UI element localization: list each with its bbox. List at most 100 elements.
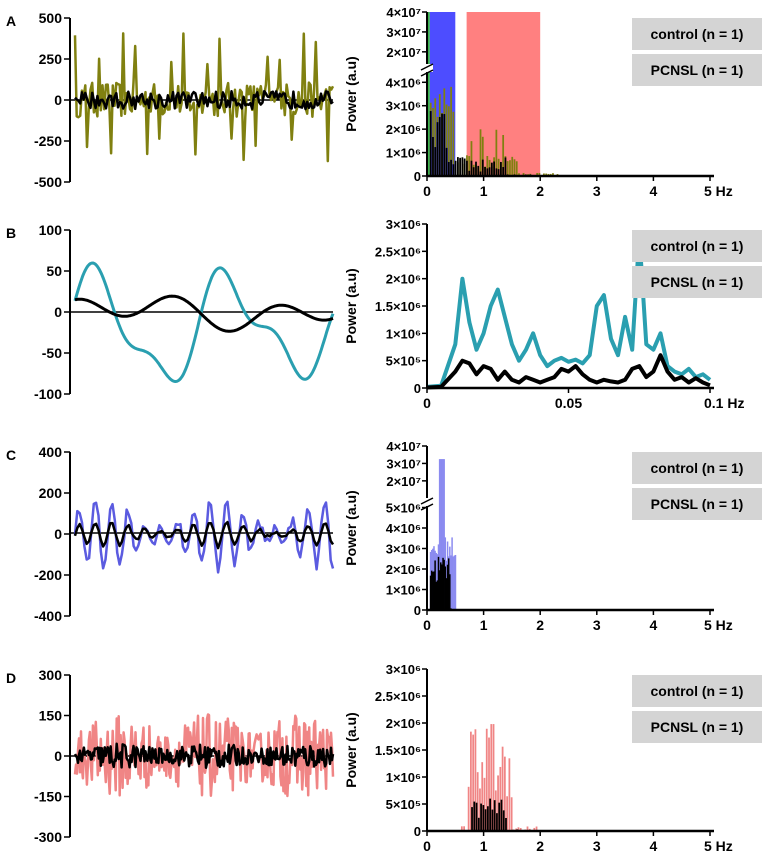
- spectrum-bar-control: [505, 817, 507, 831]
- spectrum-ytick-label: 2×10⁶: [386, 562, 421, 577]
- axis-break-mark: [420, 497, 434, 505]
- spectrum-bar-control: [493, 161, 495, 176]
- signal-ytick-label: -100: [34, 386, 62, 402]
- spectrum-bar-control: [484, 166, 486, 176]
- spectrum-bar-pcnsl: [497, 775, 499, 831]
- spectrum-bar-pcnsl: [492, 724, 495, 831]
- spectrum-bar-control: [484, 809, 487, 831]
- spectrum-bar-pcnsl: [503, 756, 506, 831]
- spectrum-xtick-label: 2: [536, 183, 544, 199]
- spectrum-bar-control: [452, 164, 455, 176]
- spectrum-bar-pcnsl: [508, 758, 511, 831]
- signal-axes: 500 250 0 -250 -500: [34, 10, 335, 190]
- spectrum-xtick-label: 5 Hz: [704, 617, 733, 633]
- spectrum-xtick-label: 5 Hz: [704, 183, 733, 199]
- signal-ytick-label: 150: [39, 708, 63, 724]
- signal-control-line: [73, 742, 335, 769]
- axis-break-mark: [420, 63, 434, 71]
- spectrum-xtick-label: 5 Hz: [704, 838, 733, 854]
- spectrum-bar-control: [443, 114, 446, 176]
- signal-ytick-label: 500: [39, 10, 63, 26]
- spectrum-ytick-label: 0: [414, 824, 421, 839]
- spectrum-bar-pcnsl: [454, 554, 457, 610]
- spectrum-bar-pcnsl: [442, 459, 444, 610]
- spectrum-bar-control: [493, 800, 496, 831]
- spectrum-ytick-label: 5×10⁵: [386, 354, 421, 369]
- spectrum-bar-pcnsl: [450, 555, 452, 610]
- spectrum-ytick-label: 4×10⁷: [386, 5, 421, 20]
- spectrum-ytick-label: 0: [414, 381, 421, 396]
- spectrum-bar-pcnsl: [452, 111, 455, 176]
- spectrum-bar-control: [436, 122, 439, 176]
- spectrum-bar-control: [432, 571, 434, 610]
- spectrum-bar-control: [497, 169, 500, 176]
- spectrum-line-control: [426, 353, 711, 390]
- spectrum-bar-pcnsl: [451, 537, 453, 610]
- spectrum-bar-pcnsl: [502, 134, 505, 176]
- legend-control-label: control (n = 1): [651, 683, 744, 699]
- spectrum-bar-pcnsl: [434, 98, 437, 176]
- spectrum-bar-control: [475, 161, 477, 176]
- spectrum-xtick-label: 1: [480, 838, 488, 854]
- spectrum-xtick-label: 4: [650, 183, 658, 199]
- spectrum-bar-control: [438, 117, 441, 176]
- spectrum-ytick-label: 3×10⁷: [386, 25, 421, 40]
- legend-pcnsl-box: [632, 266, 762, 298]
- spectrum-bar-pcnsl: [435, 552, 437, 610]
- axis-break-gap: [421, 498, 433, 506]
- spectrum-bar-control: [502, 810, 505, 831]
- legend: control (n = 1) PCNSL (n = 1): [632, 18, 762, 86]
- spectrum-bar-control: [466, 160, 468, 176]
- panel-label: B: [6, 225, 16, 241]
- spectrum-axes: Power (a.u) 4×10⁷ 3×10⁷ 2×10⁷ 4×10⁶ 3×10⁶ 2×10…: [343, 5, 733, 199]
- spectrum-bar-pcnsl: [494, 790, 497, 831]
- legend-pcnsl-label: PCNSL (n = 1): [651, 496, 744, 512]
- spectrum-bar-pcnsl: [488, 737, 490, 831]
- spectrum-xtick-label: 4: [650, 838, 658, 854]
- spectrum-axes: Power (a.u) 4×10⁷ 3×10⁷ 2×10⁷ 5×10⁶ 4×10⁶ 3×10…: [343, 439, 733, 633]
- spectrum-ytick-label: 1×10⁶: [386, 326, 421, 341]
- spectrum-bar-control: [447, 558, 450, 610]
- spectrum-bar-pcnsl: [513, 159, 516, 176]
- signal-control-line: [73, 520, 335, 550]
- axis-break-gap: [421, 64, 433, 72]
- spectrum-bar-pcnsl: [538, 172, 541, 176]
- spectrum-bar-control: [443, 559, 445, 610]
- spectrum-bar-pcnsl: [495, 129, 498, 176]
- spectrum-bar-pcnsl: [526, 826, 529, 831]
- spectrum-bar-pcnsl: [517, 827, 520, 831]
- spectrum-bar-control: [475, 802, 478, 831]
- spectrum-bar-control: [435, 581, 437, 610]
- spectrum-bar-pcnsl: [481, 136, 484, 176]
- spectrum-bar-pcnsl: [470, 141, 473, 176]
- spectrum-bar-pcnsl: [497, 158, 500, 176]
- spectrum-bar-control: [482, 805, 485, 831]
- axis-break-mark: [420, 503, 434, 511]
- legend-pcnsl-label: PCNSL (n = 1): [651, 719, 744, 735]
- spectrum-ytick-label: 0: [414, 603, 421, 618]
- spectrum-bar-pcnsl: [443, 459, 445, 610]
- legend: control (n = 1) PCNSL (n = 1): [632, 675, 762, 743]
- signal-control-line: [74, 89, 334, 111]
- spectrum-bar-control: [429, 575, 432, 610]
- spectrum-ytick-label: 2×10⁶: [386, 272, 421, 287]
- spectrum-bar-pcnsl: [483, 777, 486, 831]
- spectrum-bar-control: [502, 167, 505, 176]
- signal-ytick-label: 200: [39, 485, 63, 501]
- spectrum-ytick-label: 1.5×10⁶: [375, 299, 421, 314]
- legend-control-label: control (n = 1): [651, 26, 744, 42]
- spectrum-ytick-label: 2×10⁶: [386, 122, 421, 137]
- spectrum-xtick-label: 1: [480, 183, 488, 199]
- panel-label: C: [6, 447, 16, 463]
- spectrum-bar-control: [434, 147, 437, 176]
- legend-control-box: [632, 675, 762, 707]
- signal-ytick-label: -150: [34, 789, 62, 805]
- legend-control-label: control (n = 1): [651, 460, 744, 476]
- spectrum-ytick-label: 3×10⁷: [386, 456, 421, 471]
- spectrum-bar-pcnsl: [506, 161, 509, 176]
- spectrum-xtick-label: 2: [536, 617, 544, 633]
- signal-ytick-label: 0: [54, 748, 62, 764]
- spectrum-bar-pcnsl: [476, 772, 479, 831]
- spectrum-bar-control: [495, 168, 498, 176]
